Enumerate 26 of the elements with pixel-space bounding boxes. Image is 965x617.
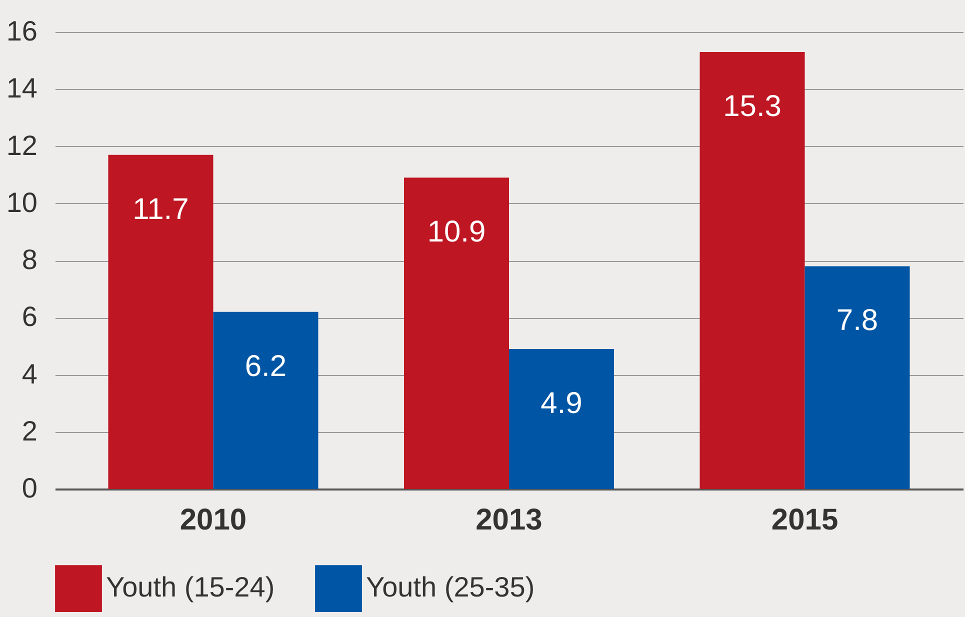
bar xyxy=(700,52,805,489)
legend-label: Youth (15-24) xyxy=(106,572,275,603)
data-label: 6.2 xyxy=(244,350,287,383)
bar xyxy=(804,266,910,489)
y-tick-label: 0 xyxy=(22,472,38,504)
y-tick-label: 8 xyxy=(22,244,38,275)
bar xyxy=(108,154,214,489)
data-label: 10.9 xyxy=(427,216,486,249)
data-label: 15.3 xyxy=(723,90,782,123)
y-tick-label: 6 xyxy=(22,301,38,332)
y-tick-label: 14 xyxy=(6,72,38,104)
y-tick-label: 4 xyxy=(22,358,38,390)
bar xyxy=(404,178,509,489)
y-tick-label: 16 xyxy=(6,16,38,46)
x-tick-label: 2010 xyxy=(180,504,247,536)
y-tick-label: 10 xyxy=(6,186,38,218)
data-label: 11.7 xyxy=(132,192,189,226)
data-label: 4.9 xyxy=(540,387,582,420)
y-tick-label: 12 xyxy=(6,130,38,161)
data-label: 7.8 xyxy=(836,304,878,338)
bar xyxy=(213,312,318,489)
y-tick-label: 2 xyxy=(22,415,38,446)
legend-label: Youth (25-35) xyxy=(366,572,535,603)
x-tick-label: 2013 xyxy=(476,504,542,536)
x-tick-label: 2015 xyxy=(771,504,838,536)
bar xyxy=(509,349,614,489)
